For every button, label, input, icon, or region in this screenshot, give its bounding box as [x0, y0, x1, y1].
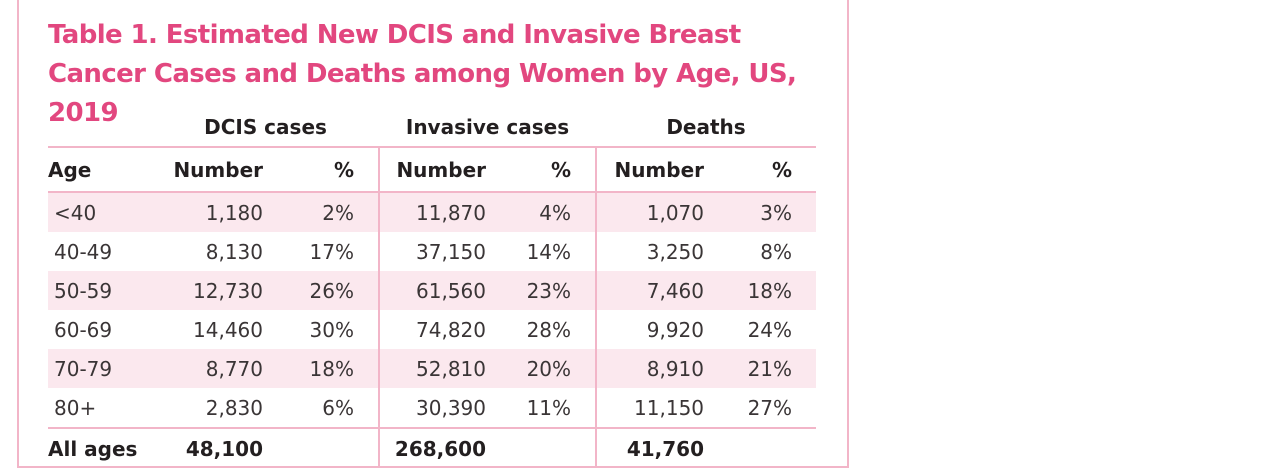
cell-total-invasive-percent [500, 427, 597, 468]
cell-age: 50-59 [48, 271, 152, 310]
cell-deaths-number: 3,250 [595, 232, 721, 271]
table-title: Table 1. Estimated New DCIS and Invasive… [48, 20, 797, 128]
column-header-invasive-number: Number [378, 146, 500, 193]
cell-invasive-percent: 28% [526, 317, 572, 342]
group-header-empty [48, 108, 152, 147]
cell-dcis-number: 8,770 [152, 349, 277, 388]
column-header-invasive-percent: % [500, 146, 597, 193]
cell-deaths-number: 9,920 [595, 310, 721, 349]
cell-deaths-percent: 3% [720, 192, 817, 232]
cell-deaths-percent: 18% [720, 271, 817, 310]
cell-deaths-number: 11,150 [595, 388, 721, 428]
cell-age: 40-49 [54, 239, 113, 264]
table-row: 60-69 14,460 30% 74,820 28% 9,920 24% [48, 310, 816, 349]
cell-invasive-percent: 23% [500, 271, 597, 310]
group-header-dcis: DCIS cases [204, 115, 327, 139]
cell-total-invasive-number: 268,600 [378, 427, 500, 468]
cell-dcis-percent: 17% [309, 239, 354, 264]
column-header-deaths-percent: % [720, 146, 817, 193]
cell-dcis-number: 2,830 [205, 395, 263, 420]
cell-dcis-number: 8,130 [205, 239, 263, 264]
cell-deaths-number: 8,910 [595, 349, 721, 388]
cell-invasive-number: 11,870 [378, 192, 500, 232]
cell-age: 60-69 [54, 317, 113, 342]
cell-invasive-percent: 11% [526, 395, 572, 420]
cell-dcis-number: 12,730 [152, 271, 277, 310]
cell-total-dcis-number: 48,100 [152, 427, 277, 468]
cell-invasive-number: 30,390 [378, 388, 500, 428]
column-header-dcis-percent: % [277, 146, 379, 193]
column-header-age: Age [48, 146, 152, 193]
table-row: 70-79 8,770 18% 52,810 20% 8,910 21% [48, 349, 817, 388]
cell-deaths-percent: 21% [720, 349, 817, 388]
column-header-deaths-number: Number [595, 146, 721, 193]
total-row: All ages 48,100 268,600 41,760 [48, 427, 817, 468]
cell-dcis-percent: 26% [277, 271, 379, 310]
table-row: 50-59 12,730 26% 61,560 23% 7,460 18% [48, 271, 817, 310]
column-header-row: Age Number % Number % Number % [48, 146, 817, 193]
cell-dcis-number: 14,460 [193, 317, 263, 342]
cell-deaths-percent: 8% [760, 239, 793, 264]
table-row: 40-49 8,130 17% 37,150 14% 3,250 8% [48, 232, 816, 271]
cell-total-deaths-percent [720, 427, 817, 468]
cell-dcis-percent: 30% [309, 317, 354, 342]
cell-invasive-percent: 4% [500, 192, 597, 232]
cell-age: 80+ [54, 395, 97, 420]
data-table: DCIS cases Invasive cases Deaths Age Num… [48, 108, 817, 468]
cell-dcis-percent: 2% [277, 192, 379, 232]
group-header-invasive: Invasive cases [405, 115, 570, 139]
cell-invasive-number: 61,560 [378, 271, 500, 310]
cell-invasive-percent: 14% [526, 239, 572, 264]
cell-invasive-number: 37,150 [378, 232, 500, 271]
cell-invasive-number: 52,810 [378, 349, 500, 388]
cell-total-deaths-number: 41,760 [595, 427, 721, 468]
cell-dcis-number: 1,180 [152, 192, 277, 232]
cell-total-age: All ages [48, 427, 152, 468]
table-row: 80+ 2,830 6% 30,390 11% 11,150 27% [48, 388, 816, 428]
cell-deaths-percent: 24% [747, 317, 793, 342]
cell-total-dcis-percent [277, 427, 379, 468]
table-row: <40 1,180 2% 11,870 4% 1,070 3% [48, 192, 817, 232]
column-header-dcis-number: Number [152, 146, 277, 193]
cell-dcis-percent: 18% [277, 349, 379, 388]
cell-deaths-percent: 27% [747, 395, 793, 420]
cell-age: 70-79 [48, 349, 152, 388]
cell-invasive-percent: 20% [500, 349, 597, 388]
cell-deaths-number: 7,460 [595, 271, 721, 310]
cell-deaths-number: 1,070 [595, 192, 721, 232]
cell-invasive-number: 74,820 [378, 310, 500, 349]
group-header-row: DCIS cases Invasive cases Deaths [48, 108, 816, 147]
cell-dcis-percent: 6% [322, 395, 354, 420]
group-header-deaths: Deaths [666, 115, 746, 139]
cell-age: <40 [48, 192, 152, 232]
